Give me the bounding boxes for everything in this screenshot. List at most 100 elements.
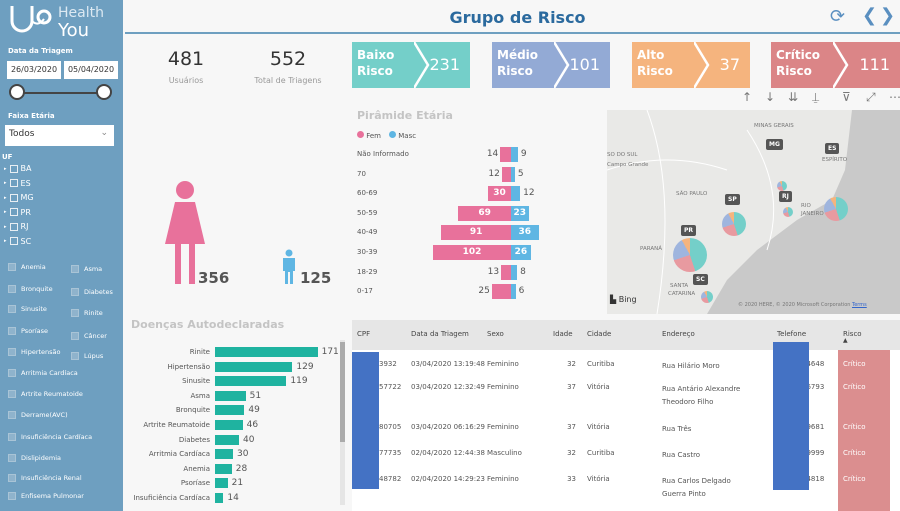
checkbox[interactable] [8,390,16,398]
pyramid-bar-masc[interactable] [511,186,521,202]
checkbox[interactable] [9,222,18,231]
disease-filter-item[interactable]: Anemia [8,263,46,271]
column-header[interactable]: Sexo [487,330,504,338]
legend-masc[interactable]: Masc [389,131,416,140]
column-header[interactable]: CPF [357,330,371,338]
column-header[interactable]: Idade [553,330,573,338]
focus-mode-icon[interactable]: ⤢ [866,90,876,104]
map-marker-label-sc[interactable]: SC [693,274,708,285]
column-header[interactable]: Risco [843,330,862,338]
checkbox[interactable] [9,179,18,187]
map-pie-marker[interactable] [701,291,713,303]
disease-filter-item[interactable]: Câncer [71,332,107,340]
diseases-scrollbar[interactable] [340,340,345,505]
forward-arrow-icon[interactable]: ❯ [880,5,896,26]
more-options-icon[interactable]: ⋯ [889,90,900,104]
disease-filter-item[interactable]: Sinusite [8,305,47,313]
expand-caret-icon[interactable]: ▸ [4,223,7,230]
disease-filter-item[interactable]: Asma [71,265,102,273]
checkbox[interactable] [8,348,16,356]
pyramid-bar-masc[interactable] [511,225,539,241]
disease-bar[interactable] [215,420,243,430]
disease-filter-item[interactable]: Diabetes [71,288,113,296]
disease-filter-item[interactable]: Rinite [71,309,103,317]
pyramid-bar-fem[interactable] [441,225,511,241]
column-header[interactable]: Data da Triagem [411,330,469,338]
map-marker-label-sp[interactable]: SP [725,194,740,205]
checkbox[interactable] [9,164,18,173]
pyramid-bar-fem[interactable] [501,166,511,182]
disease-filter-item[interactable]: Lúpus [71,352,103,360]
checkbox[interactable] [8,327,16,335]
pyramid-bar-masc[interactable] [511,147,518,162]
disease-filter-item[interactable]: Arritmia Cardíaca [8,369,78,377]
disease-bar[interactable] [215,449,233,460]
map-marker-label-rj[interactable]: RJ [779,191,792,202]
pyramid-bar-fem[interactable] [432,245,511,260]
checkbox[interactable] [71,288,79,296]
risk-card-1[interactable]: Médio Risco 101 [492,42,610,88]
risk-card-2[interactable]: Alto Risco 37 [632,42,750,88]
date-slider-end-handle[interactable] [96,84,112,100]
filter-icon[interactable]: ⊽ [842,90,851,104]
pyramid-bar-fem[interactable] [491,284,511,300]
refresh-icon[interactable]: ⟳ [830,6,846,27]
checkbox[interactable] [8,369,16,377]
checkbox[interactable] [8,454,16,462]
disease-bar[interactable] [215,463,232,474]
map-marker-label-mg[interactable]: MG [766,139,783,150]
disease-filter-item[interactable]: Dislipidemia [8,454,61,462]
risk-card-3[interactable]: Crítico Risco 111 [771,42,900,88]
uf-item-ba[interactable]: ▸ BA [4,164,32,173]
checkbox[interactable] [71,265,79,273]
disease-bar[interactable] [215,405,245,416]
sort-double-down-icon[interactable]: ⇊ [788,90,799,104]
pyramid-bar-fem[interactable] [501,264,511,280]
pyramid-bar-masc[interactable] [511,264,518,280]
column-header[interactable]: Cidade [587,330,612,338]
uf-item-mg[interactable]: ▸ MG [4,193,34,202]
date-start-input[interactable]: 26/03/2020 [7,61,61,79]
disease-filter-item[interactable]: Bronquite [8,285,53,293]
pyramid-bar-masc[interactable] [511,166,515,182]
legend-fem[interactable]: Fem [357,131,381,140]
expand-caret-icon[interactable]: ▸ [4,238,7,244]
checkbox[interactable] [8,305,16,313]
uf-item-es[interactable]: ▸ ES [4,178,31,188]
checkbox[interactable] [8,263,16,271]
terms-link[interactable]: Terms [852,302,867,308]
disease-bar[interactable] [215,376,287,387]
pyramid-bar-fem[interactable] [458,205,511,221]
date-end-input[interactable]: 05/04/2020 [64,61,118,79]
disease-bar[interactable] [215,434,239,445]
checkbox[interactable] [8,411,16,419]
checkbox[interactable] [9,193,18,202]
disease-bar[interactable] [215,347,318,357]
map-pie-marker[interactable] [777,181,787,191]
pyramid-bar-masc[interactable] [511,284,516,300]
risk-card-0[interactable]: Baixo Risco 231 [352,42,470,88]
pyramid-bar-fem[interactable] [488,186,511,202]
checkbox[interactable] [71,309,79,317]
disease-bar[interactable] [215,361,293,372]
disease-filter-item[interactable]: Hipertensão [8,348,61,356]
disease-bar[interactable] [215,478,228,489]
checkbox[interactable] [8,474,16,482]
sort-up-icon[interactable]: ↑ [742,90,753,104]
pyramid-bar-fem[interactable] [500,147,511,162]
map-visual[interactable]: MINAS GERAIS SO DO SUL Campo Grande SÃO PAU… [607,110,900,314]
uf-item-pr[interactable]: ▸ PR [4,207,31,217]
checkbox[interactable] [8,492,16,500]
expand-caret-icon[interactable]: ▸ [4,180,7,186]
disease-bar[interactable] [215,390,246,401]
map-pie-marker[interactable] [673,238,707,272]
expand-caret-icon[interactable]: ▸ [4,209,7,215]
map-pie-marker[interactable] [722,212,746,236]
checkbox[interactable] [71,332,79,340]
column-header[interactable]: Telefone [777,330,807,338]
pyramid-bar-masc[interactable] [511,205,529,221]
checkbox[interactable] [71,352,79,360]
disease-filter-item[interactable]: Insuficiência Cardíaca [8,433,92,441]
map-marker-label-pr[interactable]: PR [681,225,697,236]
map-pie-marker[interactable] [783,207,793,217]
